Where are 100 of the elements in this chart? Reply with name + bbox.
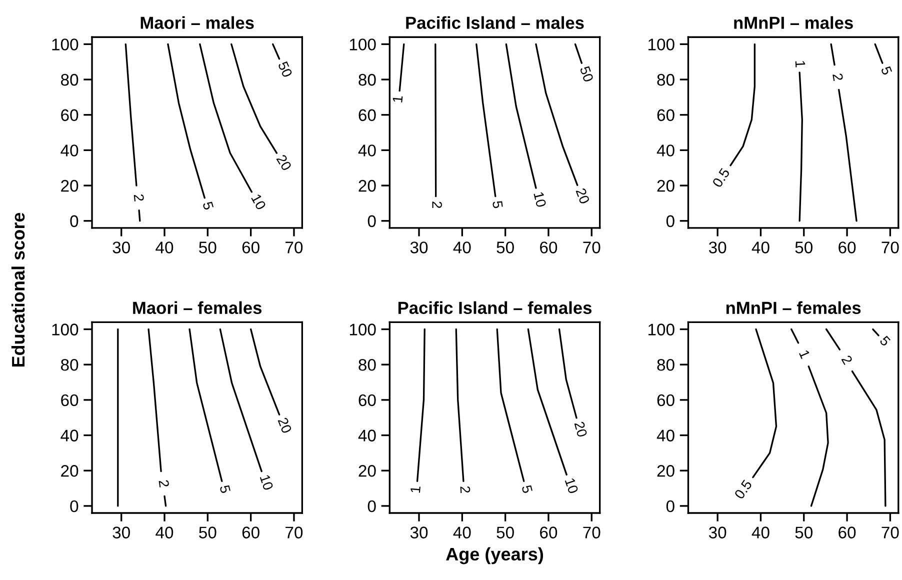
- annotation: 50: [278, 60, 293, 78]
- annotation: 2: [432, 202, 442, 208]
- y-tick-label: 20: [358, 180, 376, 192]
- y-tick-label: 0: [70, 215, 78, 228]
- x-tick-label: 60: [242, 242, 260, 254]
- x-tick-label: 70: [882, 242, 899, 254]
- x-tick-label: 30: [708, 526, 726, 538]
- x-tick-label: 40: [752, 242, 770, 254]
- annotation: 0.5: [712, 167, 730, 188]
- annotation: 5: [202, 201, 214, 210]
- annotation: 1: [795, 60, 806, 68]
- x-tick-label: 40: [156, 242, 174, 254]
- line-series: [752, 328, 778, 478]
- y-tick-label: 40: [656, 144, 674, 156]
- x-tick-label: 70: [583, 242, 600, 254]
- y-tick-label: 20: [61, 465, 78, 477]
- y-tick-label: 0: [70, 500, 78, 512]
- x-tick-label: 60: [838, 242, 856, 254]
- x-tick-label: 30: [708, 242, 726, 254]
- annotation: 20: [576, 188, 590, 204]
- line-series: [230, 43, 278, 154]
- y-tick-label: 80: [358, 74, 376, 86]
- annotation: 2: [158, 480, 170, 488]
- y-tick-label: 100: [648, 38, 674, 50]
- annotation: 0.5: [734, 479, 752, 500]
- x-tick-label: 30: [112, 526, 130, 538]
- line-series: [535, 43, 578, 186]
- x-axis-title: Age (years): [446, 547, 544, 564]
- y-tick-label: 80: [657, 74, 674, 86]
- y-axis-title: Educational score: [11, 212, 25, 367]
- annotation: 10: [534, 192, 546, 208]
- x-tick-label: 30: [112, 242, 130, 254]
- x-tick-label: 60: [540, 526, 558, 538]
- line-series: [199, 43, 253, 193]
- annotation: 20: [278, 416, 292, 434]
- annotation: 20: [574, 421, 588, 438]
- annotation: 10: [251, 194, 266, 210]
- x-tick-label: 70: [286, 526, 303, 538]
- annotation: 10: [260, 474, 274, 491]
- y-tick-label: 20: [61, 180, 78, 192]
- annotation: 20: [276, 154, 292, 172]
- x-tick-label: 50: [795, 526, 812, 538]
- y-tick-label: 60: [358, 109, 376, 122]
- x-tick-label: 30: [410, 242, 428, 254]
- annotation: 2: [832, 73, 844, 82]
- x-tick-label: 70: [286, 242, 303, 254]
- y-tick-label: 0: [666, 215, 674, 228]
- x-tick-label: 50: [199, 526, 216, 538]
- y-tick-label: 80: [657, 358, 674, 371]
- line-series: [167, 43, 206, 199]
- y-tick-label: 40: [60, 430, 78, 442]
- y-tick-label: 40: [358, 144, 376, 156]
- annotation: 1: [392, 96, 403, 102]
- annotation: 2: [134, 194, 144, 202]
- y-tick-label: 80: [60, 74, 78, 86]
- annotation: 2: [841, 354, 853, 365]
- y-tick-label: 100: [52, 38, 78, 50]
- annotation: 5: [880, 66, 892, 76]
- y-tick-label: 80: [358, 358, 376, 371]
- y-tick-label: 80: [60, 358, 78, 371]
- y-tick-label: 20: [358, 465, 376, 477]
- y-tick-label: 100: [350, 324, 376, 336]
- y-tick-label: 100: [52, 324, 78, 336]
- y-tick-label: 0: [368, 215, 376, 228]
- x-tick-label: 60: [838, 526, 856, 538]
- x-tick-label: 70: [882, 526, 899, 538]
- x-tick-label: 50: [496, 242, 514, 254]
- y-tick-label: 60: [358, 394, 376, 406]
- y-tick-label: 0: [666, 500, 674, 512]
- chart-title: Pacific Island – females: [398, 301, 592, 314]
- y-tick-label: 60: [61, 109, 78, 122]
- annotation: 10: [564, 478, 579, 494]
- y-tick-label: 20: [657, 465, 674, 477]
- line-series: [798, 72, 803, 222]
- x-tick-label: 70: [583, 526, 600, 538]
- x-tick-label: 60: [540, 242, 558, 254]
- y-tick-label: 20: [657, 180, 674, 192]
- x-tick-label: 50: [199, 242, 216, 254]
- chart-title: Maori – females: [133, 301, 262, 314]
- x-tick-label: 40: [752, 526, 770, 538]
- x-tick-label: 40: [156, 526, 174, 538]
- x-tick-label: 40: [453, 242, 471, 254]
- line-series: [730, 43, 756, 166]
- y-tick-label: 40: [358, 430, 376, 442]
- annotation: 50: [580, 66, 594, 82]
- x-tick-label: 40: [453, 526, 471, 538]
- x-tick-label: 30: [410, 526, 428, 538]
- y-tick-label: 100: [648, 324, 674, 336]
- annotation: 5: [522, 484, 533, 494]
- x-tick-label: 50: [795, 242, 812, 254]
- annotation: 5: [220, 484, 231, 494]
- annotation: 5: [492, 200, 503, 208]
- chart-title: Pacific Island – males: [406, 16, 584, 29]
- y-tick-label: 60: [61, 394, 78, 406]
- annotation: 1: [410, 486, 420, 493]
- y-tick-label: 40: [656, 430, 674, 442]
- annotation: 5: [879, 335, 891, 347]
- annotation: 2: [460, 486, 470, 494]
- chart-title: nMnPI – females: [726, 301, 861, 314]
- y-tick-label: 100: [350, 38, 376, 50]
